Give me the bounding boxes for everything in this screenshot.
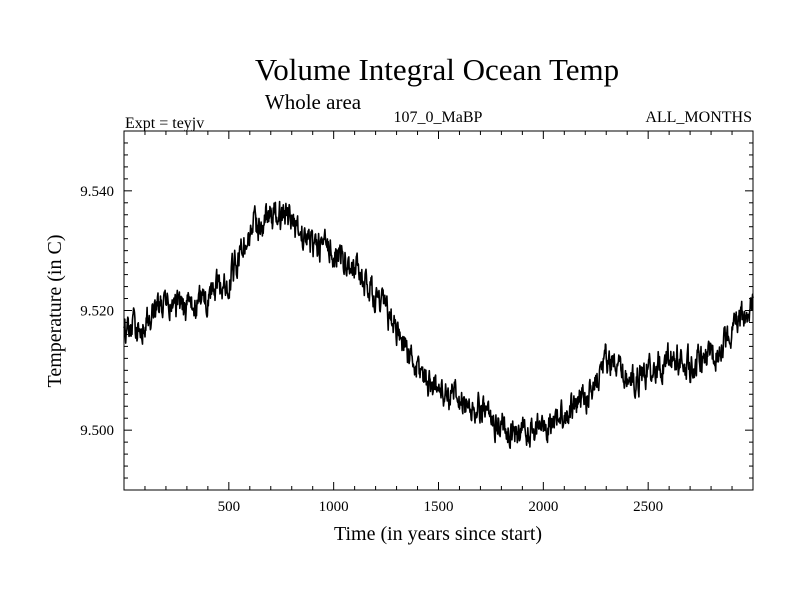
x-tick-label: 2500 xyxy=(633,499,663,515)
plot-frame xyxy=(123,130,754,491)
x-tick-label: 1500 xyxy=(424,499,454,515)
annotation-center: 107_0_MaBP xyxy=(394,109,483,126)
chart-title: Volume Integral Ocean Temp xyxy=(255,52,619,87)
y-tick-label: 9.540 xyxy=(80,184,114,200)
annotation-right: ALL_MONTHS xyxy=(645,109,752,126)
annotation-left: Expt = teyjv xyxy=(125,115,204,132)
x-tick-label: 500 xyxy=(218,499,241,515)
series-line xyxy=(123,200,754,450)
y-tick-label: 9.500 xyxy=(80,423,114,439)
x-tick-label: 2000 xyxy=(528,499,558,515)
chart-subtitle: Whole area xyxy=(265,90,362,114)
y-tick-label: 9.520 xyxy=(80,304,114,320)
plot-area: 500 1000 1500 2000 2500 9.500 9.520 9.540 xyxy=(80,130,754,515)
y-axis-label: Temperature (in C) xyxy=(44,235,66,388)
x-tick-label: 1000 xyxy=(319,499,349,515)
x-axis-label: Time (in years since start) xyxy=(334,523,542,545)
